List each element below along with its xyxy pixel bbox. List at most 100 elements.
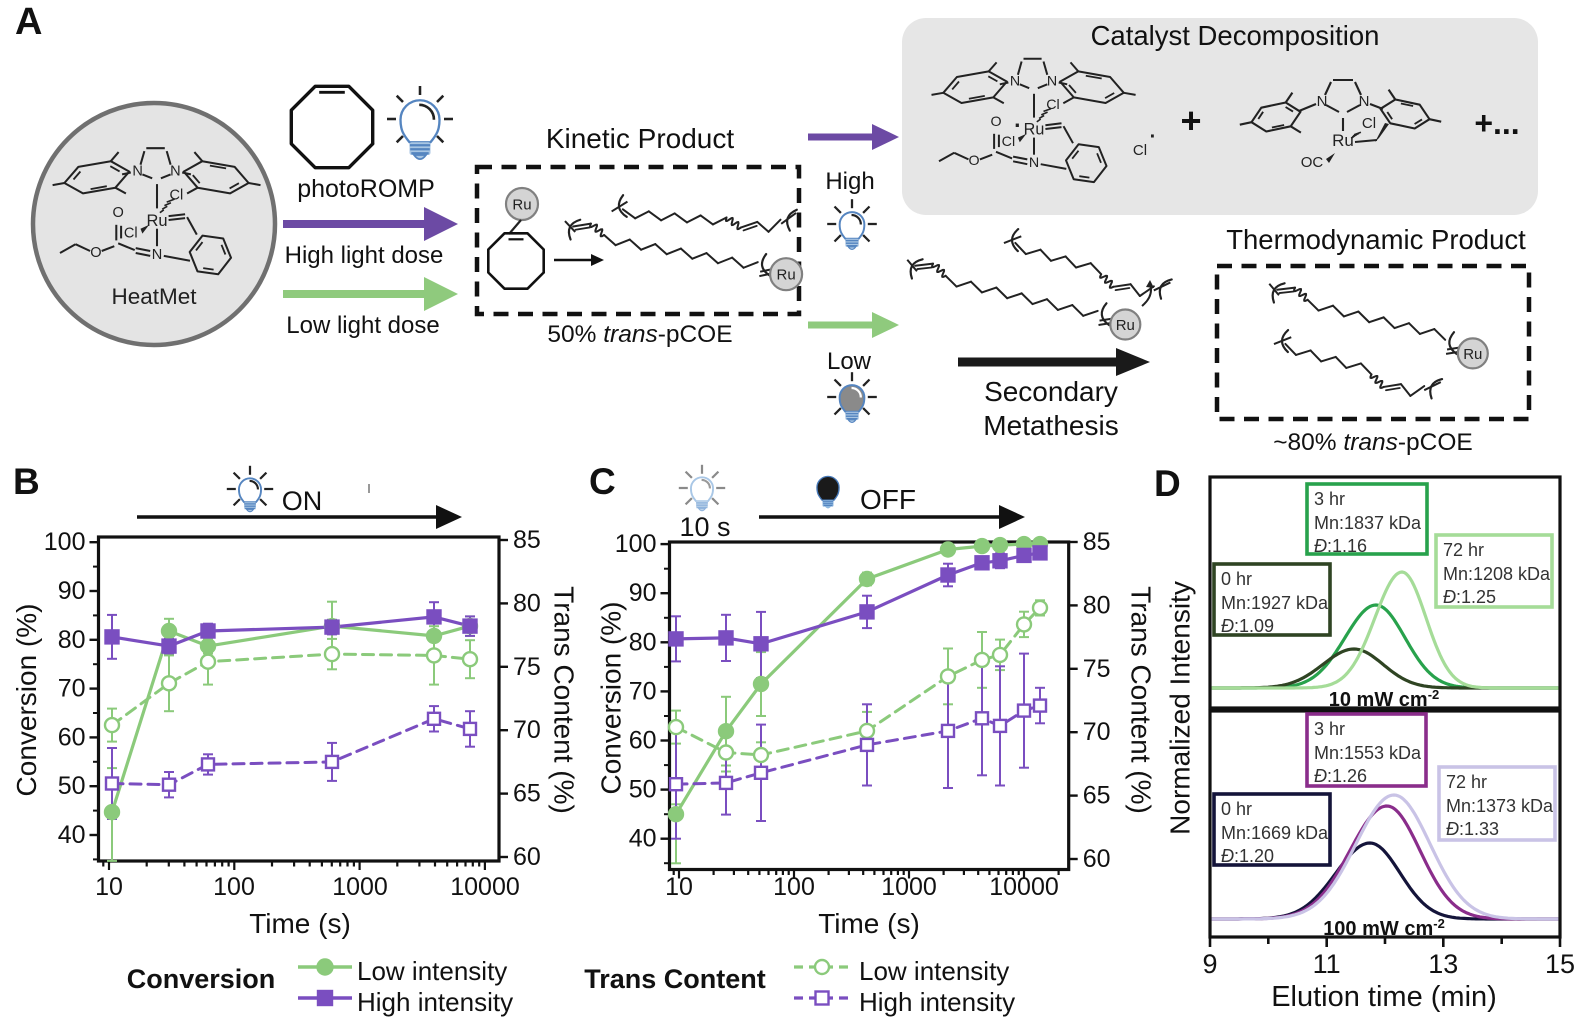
- svg-text:Secondary: Secondary: [984, 376, 1118, 407]
- svg-text:Conversion (%): Conversion (%): [596, 602, 627, 795]
- svg-text:Đ:1.33: Đ:1.33: [1446, 819, 1499, 839]
- svg-text:75: 75: [1083, 655, 1111, 683]
- svg-text:75: 75: [513, 653, 541, 681]
- svg-text:10: 10: [95, 873, 123, 901]
- svg-text:Ru: Ru: [512, 197, 531, 214]
- svg-text:11: 11: [1313, 949, 1341, 979]
- svg-text:Kinetic Product: Kinetic Product: [546, 123, 735, 154]
- svg-text:High intensity: High intensity: [357, 987, 513, 1017]
- svg-text:+...: +...: [1474, 105, 1519, 141]
- svg-text:60: 60: [629, 727, 657, 755]
- svg-text:Mn:1927 kDa: Mn:1927 kDa: [1221, 593, 1329, 613]
- svg-text:1000: 1000: [881, 873, 937, 901]
- svg-text:N: N: [1047, 73, 1057, 89]
- svg-text:Mn:1373 kDa: Mn:1373 kDa: [1446, 796, 1554, 816]
- svg-text:O: O: [113, 205, 124, 221]
- svg-text:Cl: Cl: [1002, 134, 1015, 150]
- svg-text:N: N: [1010, 73, 1020, 89]
- svg-text:1000: 1000: [332, 873, 388, 901]
- svg-text:Elution time (min): Elution time (min): [1271, 981, 1497, 1013]
- svg-text:70: 70: [513, 716, 541, 744]
- svg-text:Đ:1.25: Đ:1.25: [1443, 587, 1496, 607]
- svg-text:Mn:1208 kDa: Mn:1208 kDa: [1443, 564, 1551, 584]
- svg-text:60: 60: [1083, 845, 1111, 873]
- svg-text:13: 13: [1428, 949, 1458, 979]
- svg-text:40: 40: [629, 825, 657, 853]
- svg-text:O: O: [90, 245, 101, 261]
- svg-text:Catalyst Decomposition: Catalyst Decomposition: [1091, 20, 1380, 51]
- svg-text:80: 80: [513, 589, 541, 617]
- svg-text:72 hr: 72 hr: [1446, 772, 1487, 792]
- svg-text:3 hr: 3 hr: [1314, 719, 1345, 739]
- svg-text:~80% trans-pCOE: ~80% trans-pCOE: [1273, 429, 1473, 456]
- svg-text:80: 80: [58, 626, 86, 654]
- svg-text:15: 15: [1545, 949, 1575, 979]
- svg-text:0 hr: 0 hr: [1221, 799, 1252, 819]
- svg-text:N: N: [132, 163, 143, 179]
- svg-text:Ru: Ru: [1463, 346, 1482, 363]
- svg-text:85: 85: [513, 526, 541, 554]
- svg-text:Cl: Cl: [1046, 97, 1059, 113]
- svg-text:Mn:1837 kDa: Mn:1837 kDa: [1314, 513, 1422, 533]
- svg-text:OC: OC: [1301, 154, 1324, 171]
- svg-text:Trans Content: Trans Content: [584, 964, 766, 994]
- svg-text:Ru: Ru: [1024, 121, 1045, 139]
- svg-text:60: 60: [513, 843, 541, 871]
- svg-text:Đ:1.16: Đ:1.16: [1314, 536, 1367, 556]
- svg-text:90: 90: [629, 579, 657, 607]
- svg-text:Đ:1.26: Đ:1.26: [1314, 766, 1367, 786]
- svg-text:·: ·: [1150, 126, 1157, 148]
- svg-text:10000: 10000: [989, 873, 1059, 901]
- svg-text:3 hr: 3 hr: [1314, 489, 1345, 509]
- svg-text:N: N: [1029, 155, 1039, 171]
- svg-text:Mn:1669 kDa: Mn:1669 kDa: [1221, 823, 1329, 843]
- svg-text:N: N: [152, 247, 163, 263]
- svg-text:Low: Low: [827, 348, 872, 375]
- svg-text:High intensity: High intensity: [859, 987, 1015, 1017]
- svg-text:90: 90: [58, 577, 86, 605]
- svg-text:Trans Content (%): Trans Content (%): [1126, 586, 1157, 814]
- svg-text:10 s: 10 s: [679, 512, 730, 542]
- svg-text:Time (s): Time (s): [249, 908, 351, 939]
- svg-text:70: 70: [1083, 718, 1111, 746]
- svg-text:Metathesis: Metathesis: [983, 410, 1118, 441]
- svg-text:100: 100: [773, 873, 815, 901]
- svg-text:Conversion (%): Conversion (%): [11, 604, 42, 797]
- svg-text:High light dose: High light dose: [285, 242, 444, 269]
- svg-text:100: 100: [213, 873, 255, 901]
- svg-text:Trans Content (%): Trans Content (%): [549, 586, 580, 814]
- svg-text:Ru: Ru: [1116, 317, 1135, 334]
- svg-text:50: 50: [629, 776, 657, 804]
- svg-text:65: 65: [513, 780, 541, 808]
- svg-text:Mn:1553 kDa: Mn:1553 kDa: [1314, 743, 1422, 763]
- svg-text:70: 70: [58, 675, 86, 703]
- svg-text:Đ:1.09: Đ:1.09: [1221, 616, 1274, 636]
- svg-text:10000: 10000: [450, 873, 520, 901]
- svg-text:80: 80: [629, 628, 657, 656]
- svg-text:0 hr: 0 hr: [1221, 569, 1252, 589]
- svg-text:Ru: Ru: [146, 212, 167, 230]
- svg-text:C: C: [589, 461, 616, 502]
- svg-text:100: 100: [615, 530, 657, 558]
- svg-text:Cl: Cl: [1362, 115, 1376, 132]
- svg-text:Conversion: Conversion: [127, 964, 276, 994]
- svg-text:Đ:1.20: Đ:1.20: [1221, 846, 1274, 866]
- svg-text:ON: ON: [282, 486, 323, 516]
- svg-text:Low light dose: Low light dose: [286, 312, 439, 339]
- svg-text:Ru: Ru: [777, 267, 796, 284]
- svg-text:Cl: Cl: [124, 226, 138, 242]
- svg-text:Ru: Ru: [1332, 131, 1354, 150]
- svg-text:HeatMet: HeatMet: [111, 284, 197, 309]
- svg-text:A: A: [15, 1, 42, 43]
- svg-text:+: +: [1180, 100, 1201, 141]
- svg-text:N: N: [1317, 93, 1328, 110]
- svg-text:·: ·: [1014, 112, 1022, 138]
- svg-text:72 hr: 72 hr: [1443, 540, 1484, 560]
- svg-text:Normalized Intensity: Normalized Intensity: [1165, 581, 1196, 835]
- svg-text:9: 9: [1202, 949, 1217, 979]
- svg-text:Low intensity: Low intensity: [859, 956, 1009, 986]
- svg-text:50% trans-pCOE: 50% trans-pCOE: [547, 321, 732, 348]
- svg-text:80: 80: [1083, 591, 1111, 619]
- svg-text:60: 60: [58, 723, 86, 751]
- svg-text:Low intensity: Low intensity: [357, 956, 507, 986]
